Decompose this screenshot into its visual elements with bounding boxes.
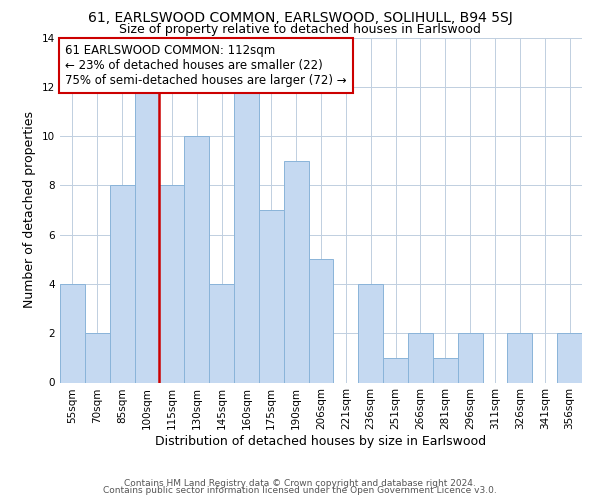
Bar	[110, 186, 134, 382]
Text: Size of property relative to detached houses in Earlswood: Size of property relative to detached ho…	[119, 22, 481, 36]
Bar	[308, 260, 334, 382]
Bar	[234, 87, 259, 382]
X-axis label: Distribution of detached houses by size in Earlswood: Distribution of detached houses by size …	[155, 435, 487, 448]
Bar	[85, 333, 110, 382]
Text: 61 EARLSWOOD COMMON: 112sqm
← 23% of detached houses are smaller (22)
75% of sem: 61 EARLSWOOD COMMON: 112sqm ← 23% of det…	[65, 44, 347, 88]
Text: Contains HM Land Registry data © Crown copyright and database right 2024.: Contains HM Land Registry data © Crown c…	[124, 478, 476, 488]
Bar	[557, 333, 582, 382]
Bar	[358, 284, 383, 382]
Text: 61, EARLSWOOD COMMON, EARLSWOOD, SOLIHULL, B94 5SJ: 61, EARLSWOOD COMMON, EARLSWOOD, SOLIHUL…	[88, 11, 512, 25]
Text: Contains public sector information licensed under the Open Government Licence v3: Contains public sector information licen…	[103, 486, 497, 495]
Bar	[134, 87, 160, 382]
Bar	[184, 136, 209, 382]
Bar	[284, 160, 308, 382]
Y-axis label: Number of detached properties: Number of detached properties	[23, 112, 37, 308]
Bar	[508, 333, 532, 382]
Bar	[209, 284, 234, 382]
Bar	[408, 333, 433, 382]
Bar	[60, 284, 85, 382]
Bar	[433, 358, 458, 382]
Bar	[160, 186, 184, 382]
Bar	[458, 333, 482, 382]
Bar	[259, 210, 284, 382]
Bar	[383, 358, 408, 382]
